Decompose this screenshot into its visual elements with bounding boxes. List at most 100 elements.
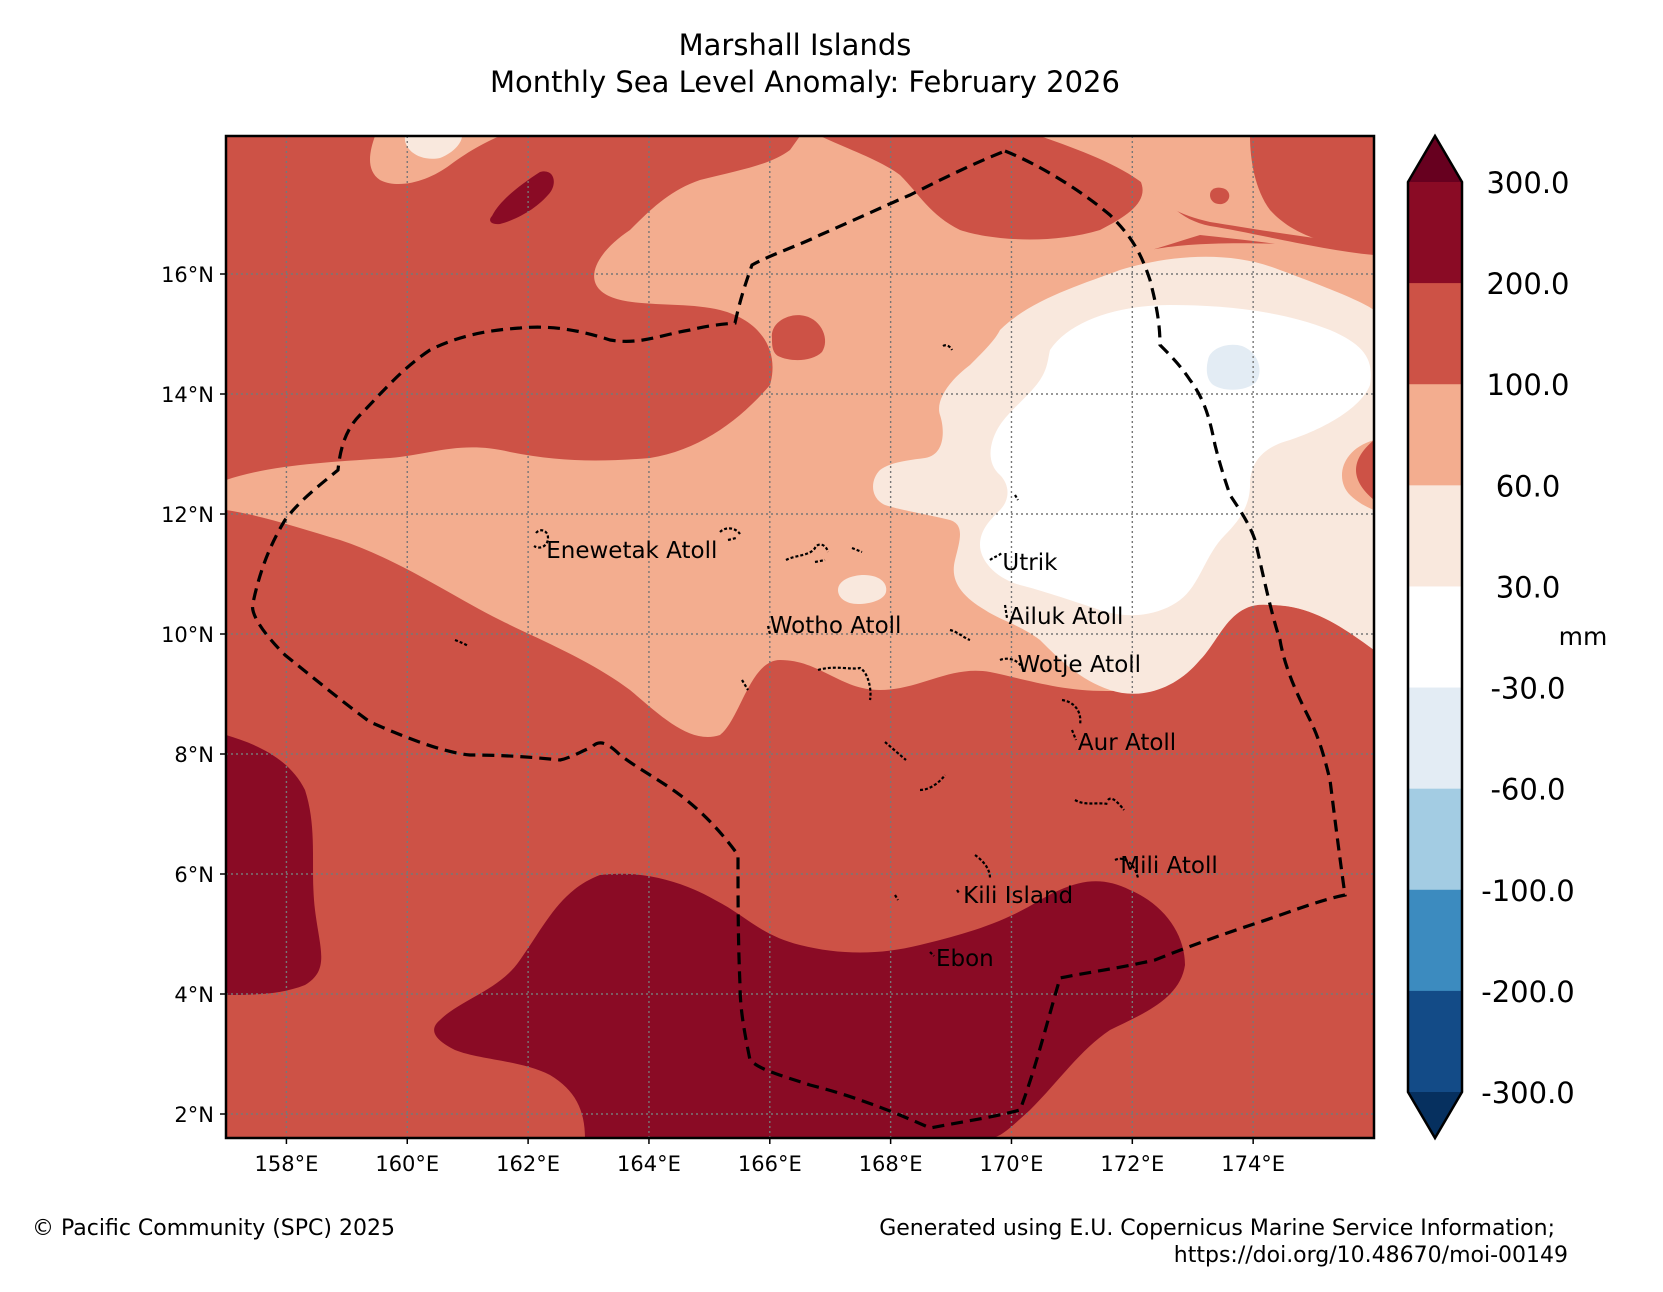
place-label: Wotho Atoll bbox=[770, 613, 902, 639]
contour-200-300-south bbox=[434, 873, 1186, 1138]
footer-copyright: © Pacific Community (SPC) 2025 bbox=[32, 1216, 395, 1241]
island-majuro bbox=[1074, 799, 1109, 806]
contour-60-100-topleft bbox=[370, 136, 500, 185]
map-gridlines bbox=[226, 136, 1374, 1138]
island-ailinginae bbox=[851, 546, 863, 554]
chart-subtitle: Monthly Sea Level Anomaly: February 2026 bbox=[490, 65, 1120, 99]
island-arno bbox=[1107, 797, 1125, 811]
lon-tick-label: 166°E bbox=[738, 1152, 802, 1176]
colorbar-unit-label: mm bbox=[1559, 622, 1608, 651]
lon-tick-label: 160°E bbox=[375, 1152, 439, 1176]
island-namu bbox=[884, 741, 907, 761]
place-label: Ailuk Atoll bbox=[1008, 604, 1123, 630]
island-lae bbox=[741, 679, 749, 691]
place-label: Kili Island bbox=[963, 883, 1073, 909]
island-maloelap bbox=[1061, 698, 1082, 726]
lat-tick-label: 2°N bbox=[174, 1103, 214, 1127]
anomaly-map: Enewetak Atoll Utrik Wotho Atoll Ailuk Atol… bbox=[226, 136, 1374, 1138]
lon-tick-label: 174°E bbox=[1221, 1152, 1285, 1176]
contour-neg-30-60-blob bbox=[1206, 344, 1260, 390]
colorbar-tick-label: 200.0 bbox=[1486, 267, 1569, 301]
island-enewetak bbox=[533, 529, 550, 549]
island-wotho bbox=[766, 625, 772, 635]
lat-tick-label: 8°N bbox=[174, 743, 214, 767]
footer-source-line1: Generated using E.U. Copernicus Marine S… bbox=[879, 1216, 1555, 1241]
island-mili bbox=[1114, 857, 1140, 879]
island-aur bbox=[1070, 729, 1078, 741]
lon-tick-label: 158°E bbox=[254, 1152, 318, 1176]
colorbar-tick-label: 300.0 bbox=[1486, 166, 1569, 200]
lat-tick-label: 4°N bbox=[174, 983, 214, 1007]
colorbar-bin bbox=[1408, 889, 1462, 992]
colorbar-tick-label: 30.0 bbox=[1496, 570, 1561, 604]
island-ujae bbox=[454, 638, 469, 647]
colorbar-bin bbox=[1408, 788, 1462, 891]
island-ailuk bbox=[1003, 604, 1009, 619]
contour-neutral-east bbox=[980, 305, 1371, 616]
colorbar-tick-label: -300.0 bbox=[1481, 1076, 1575, 1110]
lat-tick-label: 6°N bbox=[174, 863, 214, 887]
lon-tick-label: 168°E bbox=[859, 1152, 923, 1176]
place-label: Ebon bbox=[936, 946, 994, 972]
colorbar-bin bbox=[1408, 384, 1462, 486]
lon-tick-label: 162°E bbox=[496, 1152, 560, 1176]
colorbar-bin bbox=[1408, 182, 1462, 284]
lon-tick-label: 172°E bbox=[1100, 1152, 1164, 1176]
colorbar-bin bbox=[1408, 586, 1462, 689]
contour-100-200-topright bbox=[1250, 136, 1374, 250]
place-label: Utrik bbox=[1002, 550, 1058, 576]
colorbar-tick-label: -60.0 bbox=[1490, 773, 1565, 807]
island-ebon bbox=[929, 951, 935, 957]
chart-title: Marshall Islands bbox=[679, 28, 912, 62]
island-rongelap bbox=[785, 543, 830, 564]
island-likiep bbox=[949, 628, 971, 642]
colorbar-tick-label: -100.0 bbox=[1481, 874, 1575, 908]
place-labels: Enewetak Atoll Utrik Wotho Atoll Ailuk Atol… bbox=[546, 538, 1218, 972]
place-label: Enewetak Atoll bbox=[546, 538, 717, 564]
colorbar-tick-label: 100.0 bbox=[1486, 368, 1569, 402]
colorbar-bin bbox=[1408, 990, 1462, 1093]
lon-tick-label: 164°E bbox=[617, 1152, 681, 1176]
footer-source-line2: https://doi.org/10.48670/moi-00149 bbox=[1174, 1243, 1568, 1268]
eez-boundary bbox=[250, 149, 1347, 1130]
contour-200-300-blob-top bbox=[490, 171, 554, 225]
map-frame bbox=[224, 134, 1376, 1140]
place-label: Mili Atoll bbox=[1120, 853, 1218, 879]
island-bikini bbox=[719, 527, 741, 542]
island-kili bbox=[956, 889, 960, 894]
colorbar-under-arrow bbox=[1408, 1092, 1462, 1138]
island-outlines bbox=[454, 344, 1140, 957]
colorbar-tick-label: -200.0 bbox=[1481, 975, 1575, 1009]
lat-tick-label: 16°N bbox=[161, 263, 214, 287]
contour-200-300-west bbox=[226, 735, 322, 995]
colorbar-tick-label: 60.0 bbox=[1496, 469, 1561, 503]
colorbar: 300.0 200.0 100.0 60.0 30.0 -30.0 -60.0 -100.0 -… bbox=[1406, 133, 1575, 1141]
place-label: Aur Atoll bbox=[1078, 730, 1176, 756]
colorbar-over-arrow bbox=[1408, 136, 1462, 182]
contour-30-60-oval bbox=[838, 575, 887, 604]
lat-tick-label: 14°N bbox=[161, 383, 214, 407]
colorbar-outline bbox=[1406, 133, 1464, 1141]
island-jaluit bbox=[974, 854, 992, 879]
colorbar-tick-label: -30.0 bbox=[1490, 672, 1565, 706]
colorbar-bin bbox=[1408, 687, 1462, 790]
island-namorik bbox=[894, 894, 899, 901]
colorbar-bin bbox=[1408, 283, 1462, 385]
contour-30-60-topleft bbox=[404, 136, 462, 159]
colorbar-bin bbox=[1408, 485, 1462, 587]
lon-tick-label: 170°E bbox=[980, 1152, 1044, 1176]
island-utrik bbox=[989, 551, 1003, 561]
contour-100-200-blob-right bbox=[1210, 187, 1230, 205]
island-wotje bbox=[999, 657, 1024, 669]
contour-100-200-blob bbox=[771, 315, 826, 361]
lat-tick-label: 10°N bbox=[161, 623, 214, 647]
longitude-tick-labels: 158°E 160°E 162°E 164°E 166°E 168°E 170°E 172°E… bbox=[254, 1138, 1285, 1176]
island-bikar bbox=[942, 344, 953, 351]
lat-tick-label: 12°N bbox=[161, 503, 214, 527]
place-label: Wotje Atoll bbox=[1018, 652, 1142, 678]
latitude-tick-labels: 2°N 4°N 6°N 8°N 10°N 12°N 14°N 16°N bbox=[161, 263, 226, 1127]
island-ailinglaplap bbox=[919, 774, 946, 792]
island-kwajalein bbox=[817, 666, 872, 701]
island-taka bbox=[1014, 494, 1019, 501]
